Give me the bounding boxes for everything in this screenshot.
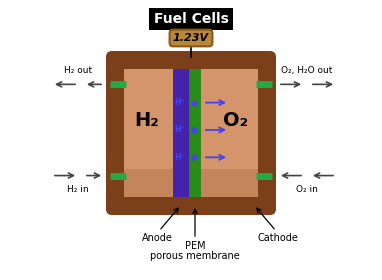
Bar — [124, 69, 193, 197]
FancyBboxPatch shape — [106, 51, 276, 215]
Text: PEM: PEM — [185, 241, 205, 251]
Text: Anode: Anode — [142, 233, 172, 243]
Bar — [189, 69, 201, 197]
Text: 1.23V: 1.23V — [173, 33, 209, 43]
Text: Cathode: Cathode — [257, 233, 298, 243]
Text: O₂, H₂O out: O₂, H₂O out — [281, 66, 333, 75]
Text: O₂: O₂ — [223, 111, 248, 130]
Text: Fuel Cells: Fuel Cells — [154, 12, 228, 26]
Bar — [173, 69, 189, 197]
Bar — [124, 169, 193, 197]
Text: H⁺: H⁺ — [174, 98, 185, 107]
Text: H₂: H₂ — [134, 111, 159, 130]
Bar — [193, 169, 258, 197]
Text: porous membrane: porous membrane — [150, 251, 240, 261]
Bar — [193, 69, 258, 197]
Text: H⁺: H⁺ — [174, 125, 185, 134]
Text: O₂ in: O₂ in — [296, 185, 318, 193]
Text: H⁺: H⁺ — [174, 153, 185, 162]
Text: H₂ in: H₂ in — [67, 185, 89, 193]
Text: H₂ out: H₂ out — [64, 66, 92, 75]
